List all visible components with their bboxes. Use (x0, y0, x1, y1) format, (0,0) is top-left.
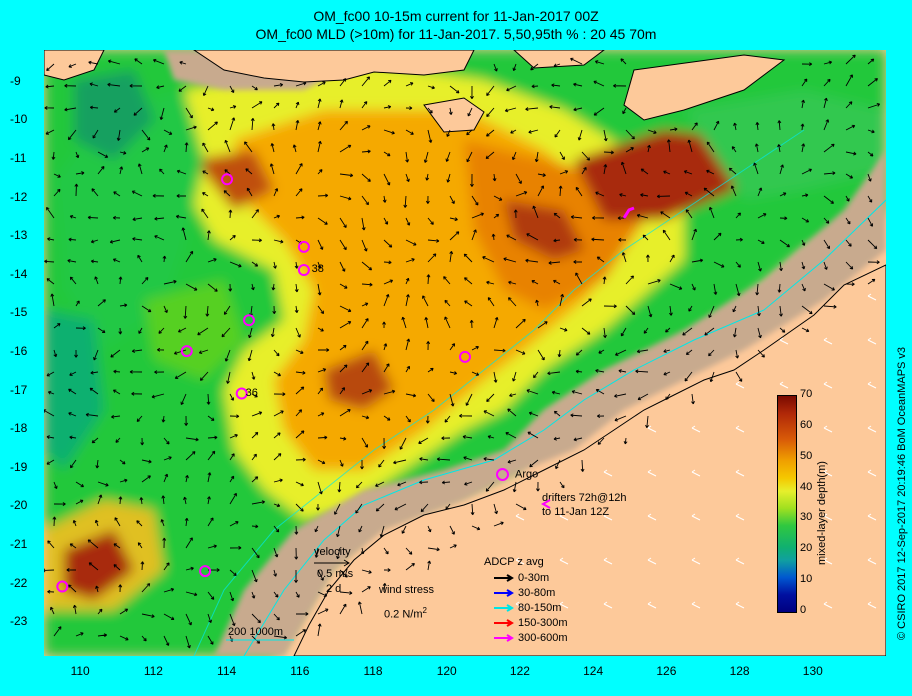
colorbar-tick-label: 70 (800, 388, 813, 400)
adcp-legend-row: 30-80m (492, 585, 568, 600)
colorbar-label: mixed-layer depth(m) (816, 461, 828, 565)
argo-legend-label: Argo (515, 468, 539, 481)
lon-tick-label: 124 (583, 664, 604, 678)
lon-tick-label: 122 (509, 664, 530, 678)
adcp-legend-label: 300-600m (518, 631, 568, 644)
drifters-legend-line2: to 11-Jan 12Z (542, 506, 610, 518)
wind-stress-arrows (515, 293, 877, 609)
map-canvas (44, 50, 886, 656)
argo-float-number: 36 (245, 386, 258, 399)
adcp-arrow-icon (494, 618, 514, 627)
lon-tick-label: 116 (290, 664, 310, 678)
copyright-text: © CSIRO 2017 12-Sep-2017 20:19:46 BoM Oc… (896, 346, 908, 640)
adcp-arrow-icon (494, 573, 514, 582)
adcp-legend-label: 80-150m (518, 601, 562, 614)
colorbar-tick-label: 40 (800, 480, 813, 493)
lat-tick-label: -21 (10, 537, 28, 552)
lon-tick-label: 114 (217, 664, 237, 678)
velocity-legend-title: velocity (314, 546, 351, 558)
adcp-legend-title: ADCP z avg (484, 556, 544, 568)
argo-legend-icon (496, 468, 509, 481)
map-title-line1: OM_fc00 10-15m current for 11-Jan-2017 0… (313, 8, 599, 24)
lat-tick-label: -12 (10, 189, 28, 204)
argo-float-marker (235, 387, 248, 400)
lat-tick-label: -14 (10, 266, 28, 281)
argo-float-number: 38 (311, 263, 324, 275)
adcp-legend-label: 150-300m (518, 616, 568, 629)
argo-floats (56, 173, 471, 593)
argo-float-marker (199, 565, 212, 578)
mld-field (44, 50, 886, 656)
wind-legend-scale: 0.2 N/m2 (384, 606, 427, 621)
mld-colorbar (777, 395, 797, 613)
argo-float-marker (243, 314, 256, 327)
lon-tick-label: 118 (363, 664, 383, 678)
lat-tick-label: -23 (10, 614, 28, 629)
colorbar-tick-label: 50 (800, 449, 813, 462)
lat-tick-label: -9 (10, 73, 21, 88)
argo-float-marker (459, 350, 471, 363)
adcp-arrow-icon (494, 633, 514, 642)
island-sumba (423, 97, 485, 133)
colorbar-tick-label: 20 (800, 542, 813, 555)
colorbar-tick-label: 0 (800, 604, 807, 616)
argo-legend: Argo (496, 468, 538, 481)
lat-tick-label: -15 (10, 305, 28, 320)
drifters-legend-line1: drifters 72h@12h (542, 492, 627, 504)
adcp-legend-label: 0-30m (518, 571, 550, 584)
adcp-arrow-icon (494, 603, 514, 612)
adcp-legend-row: 150-300m (492, 615, 568, 630)
lat-tick-label: -10 (10, 112, 28, 127)
colorbar-tick-label: 60 (800, 418, 813, 431)
lat-tick-label: -17 (10, 382, 28, 397)
argo-float-marker (56, 580, 69, 593)
velocity-time-label: 2 d (326, 583, 342, 595)
lon-tick-label: 128 (729, 664, 750, 678)
argo-float-marker (221, 173, 234, 186)
argo-float-marker (297, 264, 310, 277)
drifter-track (622, 206, 635, 219)
adcp-legend-label: 30-80m (518, 586, 556, 599)
adcp-legend-row: 80-150m (492, 600, 568, 615)
lon-tick-label: 112 (143, 664, 163, 678)
velocity-scale-arrow (314, 559, 350, 567)
bathy-legend-label: 200 1000m (228, 626, 284, 638)
drifter-legend-icon (540, 499, 551, 509)
argo-float-marker (180, 345, 193, 358)
map-title-line2: OM_fc00 MLD (>10m) for 11-Jan-2017. 5,50… (255, 26, 657, 42)
current-arrows (44, 54, 881, 649)
lat-tick-label: -11 (10, 151, 27, 166)
colorbar-tick-label: 10 (800, 573, 813, 586)
bathy-200m (243, 199, 886, 656)
bathy-1000m (193, 129, 805, 656)
lon-tick-label: 130 (802, 664, 823, 678)
bathy-legend-lines (226, 639, 294, 641)
adcp-legend-row: 300-600m (492, 630, 568, 645)
wind-scale-sup: 2 (422, 606, 427, 615)
lon-tick-label: 120 (436, 664, 457, 678)
lat-tick-label: -19 (10, 459, 28, 474)
island-java (193, 50, 475, 83)
velocity-scale-label: 0.5 m/s (317, 568, 354, 580)
adcp-legend-row: 0-30m (492, 570, 568, 585)
lat-tick-label: -22 (10, 575, 28, 590)
lat-tick-label: -18 (10, 421, 28, 436)
adcp-legend-list: 0-30m 30-80m 80-150m 150-300m 300-600m (492, 570, 568, 645)
lon-tick-label: 110 (70, 664, 90, 678)
adcp-arrow-icon (494, 588, 514, 597)
lat-tick-label: -13 (10, 228, 28, 243)
ocean-map: Argo drifters 72h@12h to 11-Jan 12Z velo… (44, 50, 886, 656)
lon-tick-label: 126 (656, 664, 677, 678)
island-timor (623, 54, 786, 121)
lat-tick-label: -16 (10, 344, 28, 359)
argo-float-marker (297, 240, 310, 253)
wind-legend-title: wind stress (379, 584, 435, 596)
lat-tick-label: -20 (10, 498, 28, 513)
wind-scale-label: 0.2 N/m (384, 608, 423, 621)
colorbar-tick-label: 30 (800, 511, 813, 524)
